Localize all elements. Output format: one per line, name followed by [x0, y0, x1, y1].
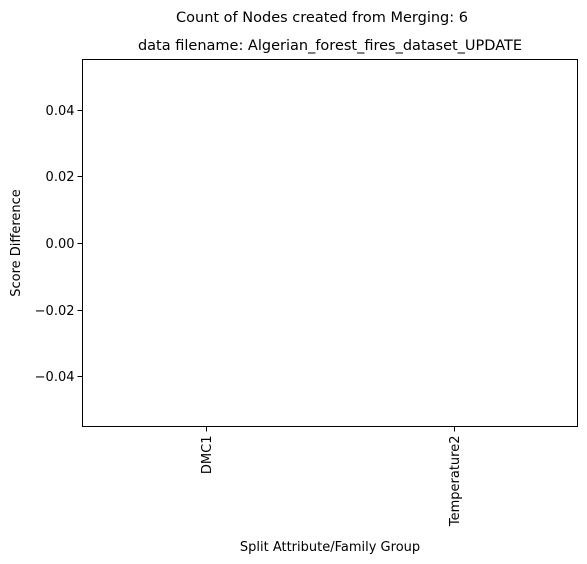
- x-axis: DMC1 Temperature2: [200, 426, 463, 528]
- chart-suptitle: Count of Nodes created from Merging: 6: [176, 10, 468, 26]
- x-tick-label: DMC1: [200, 436, 215, 475]
- axes-frame: [82, 59, 578, 427]
- y-tick-label: −0.02: [35, 304, 75, 319]
- x-tick-label: Temperature2: [448, 436, 463, 528]
- y-tick-label: 0.04: [46, 104, 75, 119]
- y-tick-label: −0.04: [35, 370, 75, 385]
- y-tick-label: 0.00: [46, 237, 75, 252]
- chart-title: data filename: Algerian_forest_fires_dat…: [138, 38, 522, 54]
- y-axis: −0.04 −0.02 0.00 0.02 0.04: [35, 104, 83, 385]
- y-tick-label: 0.02: [46, 170, 75, 185]
- y-axis-label: Score Difference: [9, 189, 24, 297]
- x-axis-label: Split Attribute/Family Group: [240, 540, 420, 555]
